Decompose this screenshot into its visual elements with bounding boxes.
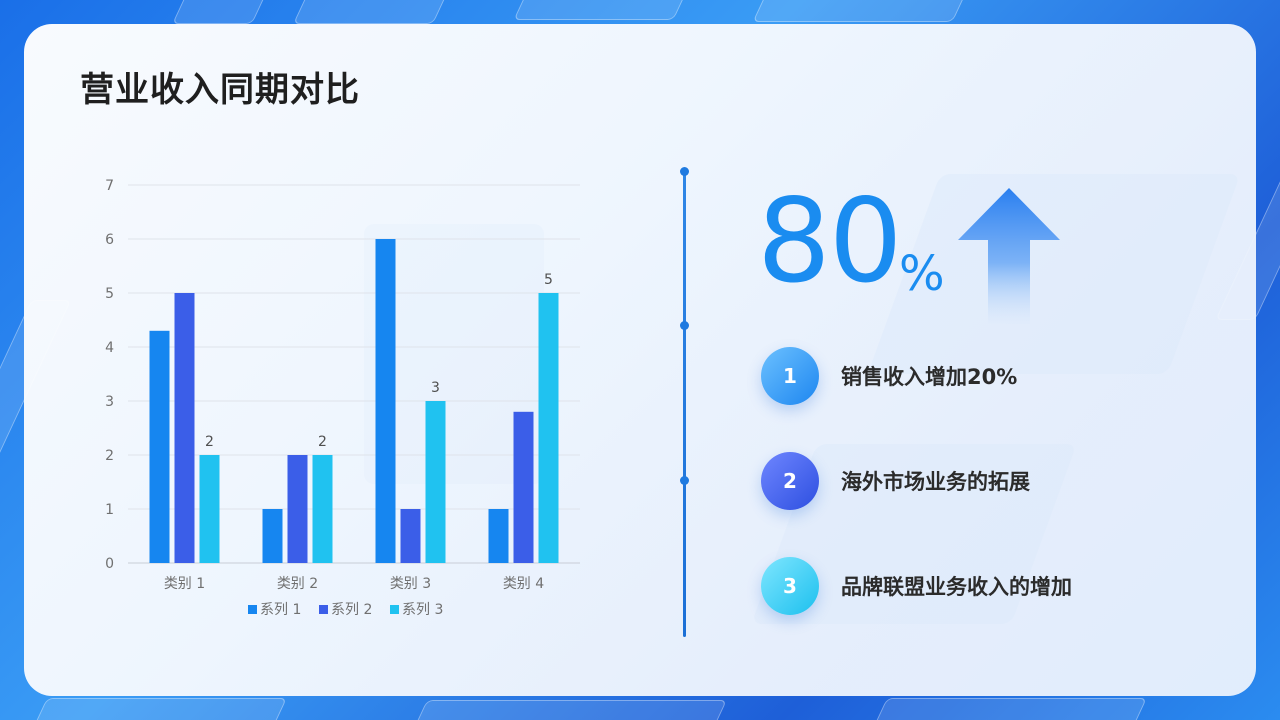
item-number-badge: 2 — [761, 452, 819, 510]
data-label: 5 — [544, 272, 553, 288]
list-item: 2 海外市场业务的拓展 — [761, 452, 1030, 510]
y-tick-label: 7 — [105, 178, 114, 194]
data-label: 2 — [318, 434, 327, 450]
list-item: 1 销售收入增加20% — [761, 347, 1017, 405]
y-tick-label: 2 — [105, 448, 114, 464]
x-tick-label: 类别 4 — [503, 576, 544, 592]
highlight-unit: % — [899, 246, 945, 302]
bar — [199, 455, 220, 563]
item-number-badge: 1 — [761, 347, 819, 405]
y-tick-label: 6 — [105, 232, 114, 248]
bar — [262, 509, 283, 563]
item-label: 海外市场业务的拓展 — [841, 470, 1030, 494]
item-number-badge: 3 — [761, 557, 819, 615]
y-tick-label: 4 — [105, 340, 114, 356]
bar — [287, 455, 308, 563]
bar — [488, 509, 509, 563]
legend-swatch — [319, 605, 328, 614]
page-title: 营业收入同期对比 — [80, 70, 360, 110]
item-label: 品牌联盟业务收入的增加 — [841, 575, 1072, 599]
x-tick-label: 类别 1 — [164, 576, 205, 592]
y-tick-label: 3 — [105, 394, 114, 410]
legend-label: 系列 3 — [402, 602, 443, 618]
timeline-dot — [680, 321, 689, 330]
up-arrow-icon — [958, 188, 1060, 324]
timeline-dot — [680, 476, 689, 485]
legend-label: 系列 1 — [260, 602, 301, 618]
y-tick-label: 5 — [105, 286, 114, 302]
bar — [425, 401, 446, 563]
legend-swatch — [248, 605, 257, 614]
bar — [400, 509, 421, 563]
timeline-dot — [680, 167, 689, 176]
bar — [375, 239, 396, 563]
bar-chart: 0 1 2 3 4 5 6 7 2 类别 1 2 类别 2 3 类别 3 5 类别 4 系列 1 系列 2 系列 3 — [105, 178, 580, 618]
legend-swatch — [390, 605, 399, 614]
x-tick-label: 类别 3 — [390, 576, 431, 592]
bar — [538, 293, 559, 563]
y-tick-label: 0 — [105, 556, 114, 572]
list-item: 3 品牌联盟业务收入的增加 — [761, 557, 1072, 615]
timeline-divider — [680, 167, 689, 637]
x-tick-label: 类别 2 — [277, 576, 318, 592]
bar — [513, 411, 534, 563]
data-label: 3 — [431, 380, 440, 396]
y-tick-label: 1 — [105, 502, 114, 518]
bar — [312, 455, 333, 563]
highlight-value: 80 — [757, 174, 903, 309]
content-card: 营业收入同期对比 80 % 1 销售收入增加20% 2 海外市场业务的拓展 3 … — [24, 24, 1256, 696]
bar — [174, 293, 195, 563]
data-label: 2 — [205, 434, 214, 450]
bar — [149, 330, 170, 563]
legend-label: 系列 2 — [331, 602, 372, 618]
item-label: 销售收入增加20% — [841, 365, 1018, 389]
